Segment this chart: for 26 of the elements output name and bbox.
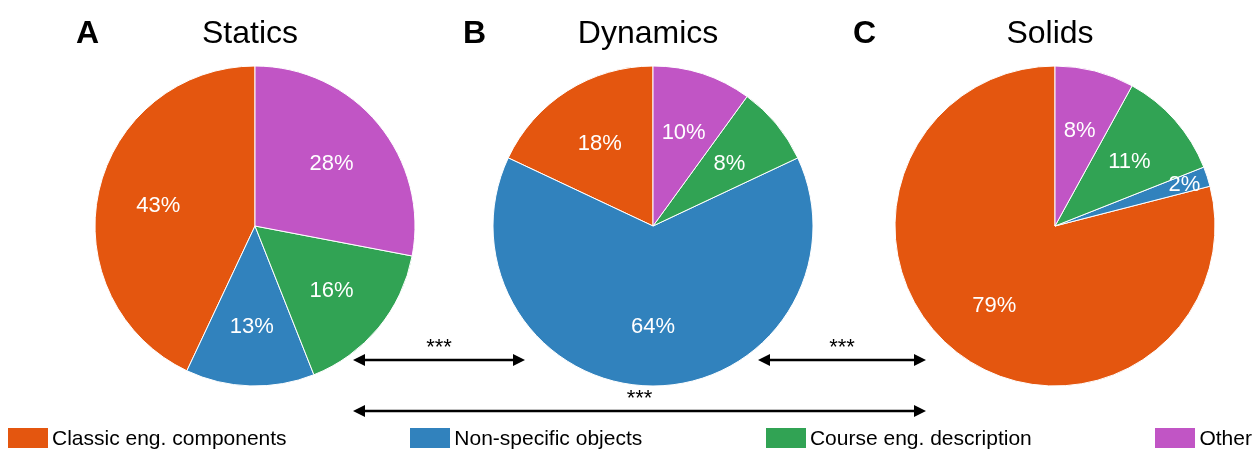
text: A (76, 14, 100, 51)
legend-label: Classic eng. components (52, 426, 287, 450)
data-label: 10% (661, 119, 706, 145)
chart-title: Statics (201, 14, 299, 50)
legend-label: Other (1199, 426, 1252, 450)
data-label: 79% (972, 291, 1017, 317)
data-label: 18% (577, 129, 622, 155)
data-label: 11% (1108, 147, 1151, 173)
text: C (853, 14, 877, 51)
data-label: 16% (309, 276, 354, 302)
text: B (463, 14, 487, 51)
data-label: 13% (229, 312, 274, 338)
legend-label: Course eng. description (809, 426, 1032, 450)
data-label: 64% (630, 312, 676, 338)
data-label: 8% (713, 150, 746, 176)
pie-slice (894, 65, 1216, 387)
data-label: 2% (1168, 171, 1201, 197)
legend-label: Non-specific objects (454, 426, 643, 450)
chart-title: Dynamics (577, 14, 719, 50)
data-label: 43% (136, 191, 181, 217)
text: *** (426, 334, 453, 359)
text: *** (626, 385, 653, 410)
text: *** (829, 334, 856, 359)
data-label: 28% (309, 150, 354, 176)
chart-title: Solids (1006, 14, 1094, 50)
data-label: 8% (1063, 117, 1096, 143)
